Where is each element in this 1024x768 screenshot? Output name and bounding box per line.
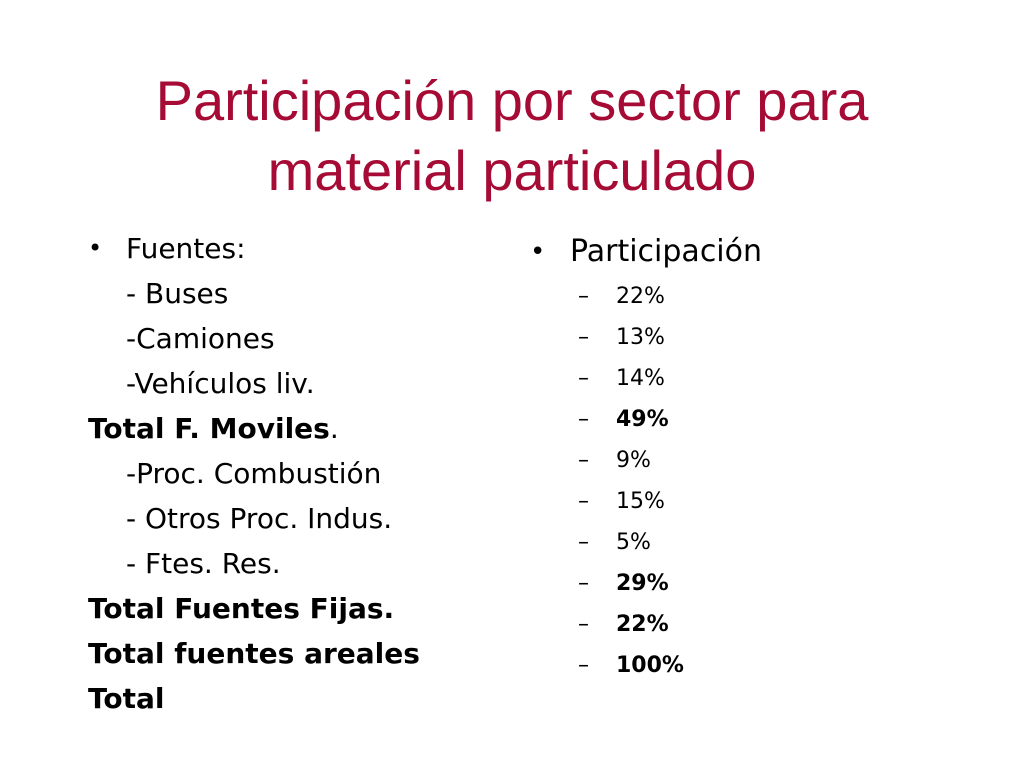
participation-value-row: – 49%: [530, 399, 890, 440]
slide-title-line-1: Participación por sector para: [155, 69, 869, 132]
dash-icon: –: [578, 448, 589, 473]
source-item: - Otros Proc. Indus.: [126, 502, 393, 535]
source-total-row: Total fuentes areales: [88, 637, 420, 670]
participation-total-value: 29%: [616, 571, 669, 596]
sources-column: • Fuentes: - Buses -Camiones -Vehículos …: [88, 226, 528, 721]
participation-value: 14%: [616, 366, 665, 391]
participation-value-row: – 9%: [530, 440, 890, 481]
participation-value: 13%: [616, 325, 665, 350]
participation-value-row: – 13%: [530, 317, 890, 358]
bullet-icon: •: [530, 237, 546, 267]
sources-heading: Fuentes:: [126, 232, 246, 265]
source-item: - Ftes. Res.: [126, 547, 281, 580]
source-item: -Camiones: [126, 322, 275, 355]
slide-title-line-2: material particulado: [267, 139, 757, 202]
source-item: -Vehículos liv.: [126, 367, 315, 400]
participation-heading-row: • Participación: [530, 228, 890, 276]
source-item: - Buses: [126, 277, 229, 310]
sources-heading-row: • Fuentes:: [88, 226, 528, 271]
participation-heading: Participación: [570, 234, 763, 269]
dash-icon: –: [578, 325, 589, 350]
participation-value: 5%: [616, 530, 651, 555]
participation-value-row: – 15%: [530, 481, 890, 522]
participation-total-value: 22%: [616, 612, 669, 637]
source-total-label: Total F. Moviles: [88, 412, 330, 445]
participation-value-row: – 100%: [530, 645, 890, 686]
participation-value: 22%: [616, 284, 665, 309]
participation-value-row: – 14%: [530, 358, 890, 399]
participation-grand-total-value: 100%: [616, 653, 684, 678]
participation-column: • Participación –22% –13% –14% –49% –9% …: [530, 228, 890, 686]
dash-icon: –: [578, 612, 589, 637]
participation-value: 9%: [616, 448, 651, 473]
dash-icon: –: [578, 530, 589, 555]
source-item: -Proc. Combustión: [126, 457, 382, 490]
dash-icon: –: [578, 571, 589, 596]
slide-title: Participación por sector para material p…: [0, 66, 1024, 206]
grand-total-row: Total: [88, 682, 165, 715]
bullet-icon: •: [88, 234, 103, 262]
participation-value: 15%: [616, 489, 665, 514]
participation-value-row: – 22%: [530, 604, 890, 645]
source-total-suffix: .: [329, 412, 339, 445]
participation-value-row: – 5%: [530, 522, 890, 563]
dash-icon: –: [578, 489, 589, 514]
source-total-row: Total F. Moviles.: [88, 406, 528, 451]
participation-total-value: 49%: [616, 407, 669, 432]
dash-icon: –: [578, 407, 589, 432]
dash-icon: –: [578, 284, 589, 309]
dash-icon: –: [578, 653, 589, 678]
participation-value-row: – 22%: [530, 276, 890, 317]
source-total-row: Total Fuentes Fijas.: [88, 592, 395, 625]
dash-icon: –: [578, 366, 589, 391]
participation-value-row: – 29%: [530, 563, 890, 604]
